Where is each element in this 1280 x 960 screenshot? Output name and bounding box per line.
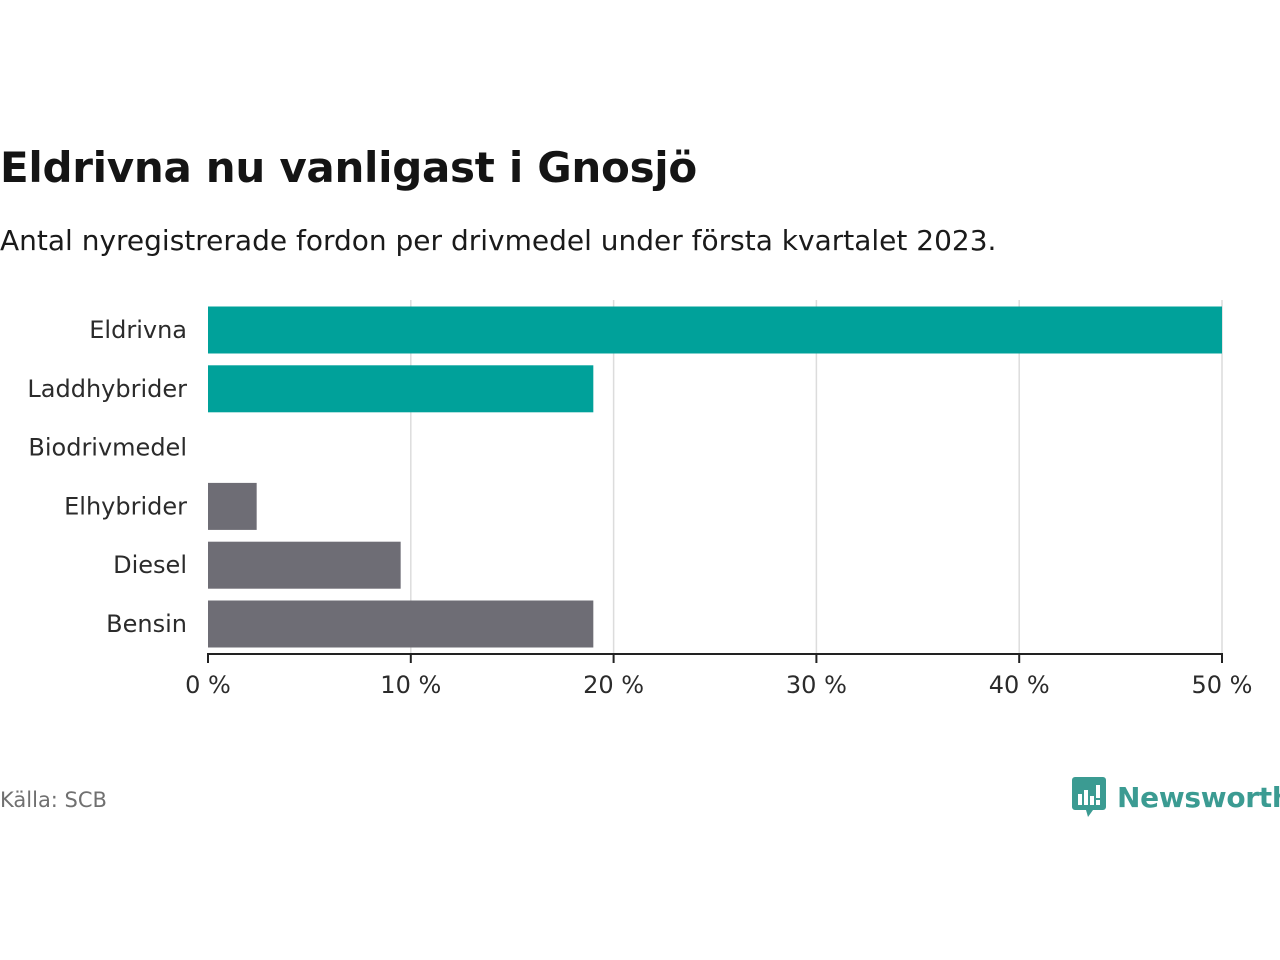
bar-eldrivna	[208, 306, 1222, 354]
bar-chart: Eldrivna Laddhybrider Biodrivmedel Elhybrid…	[27, 300, 1253, 699]
bar-elhybrider	[208, 482, 257, 530]
x-tick-label: 40 %	[989, 671, 1050, 699]
x-tick-label: 50 %	[1192, 671, 1253, 699]
chart-title: Eldrivna nu vanligast i Gnosjö	[0, 143, 697, 192]
x-tick-label: 20 %	[583, 671, 644, 699]
category-label: Bensin	[106, 610, 187, 638]
category-labels: Eldrivna Laddhybrider Biodrivmedel Elhybrid…	[27, 316, 187, 638]
x-tick-label: 0 %	[185, 671, 231, 699]
category-label: Eldrivna	[89, 316, 187, 344]
bar-laddhybrider	[208, 365, 594, 413]
category-label: Elhybrider	[64, 492, 187, 520]
bar-bensin	[208, 600, 594, 648]
chart-subtitle: Antal nyregistrerade fordon per drivmede…	[0, 224, 997, 257]
brand-logo: Newsworthy	[1072, 775, 1280, 819]
category-label: Biodrivmedel	[28, 434, 187, 462]
bar-diesel	[208, 541, 401, 589]
brand-name: Newsworthy	[1117, 780, 1280, 814]
bars	[208, 306, 1222, 648]
bar-chart-bubble-icon	[1072, 777, 1106, 817]
category-label: Laddhybrider	[27, 375, 187, 403]
x-tick-label: 30 %	[786, 671, 847, 699]
x-axis: 0 % 10 % 20 % 30 % 40 % 50 %	[185, 653, 1253, 699]
category-label: Diesel	[113, 551, 187, 579]
grid-lines	[410, 300, 1223, 654]
source-note: Källa: SCB	[0, 788, 107, 812]
x-tick-label: 10 %	[380, 671, 441, 699]
